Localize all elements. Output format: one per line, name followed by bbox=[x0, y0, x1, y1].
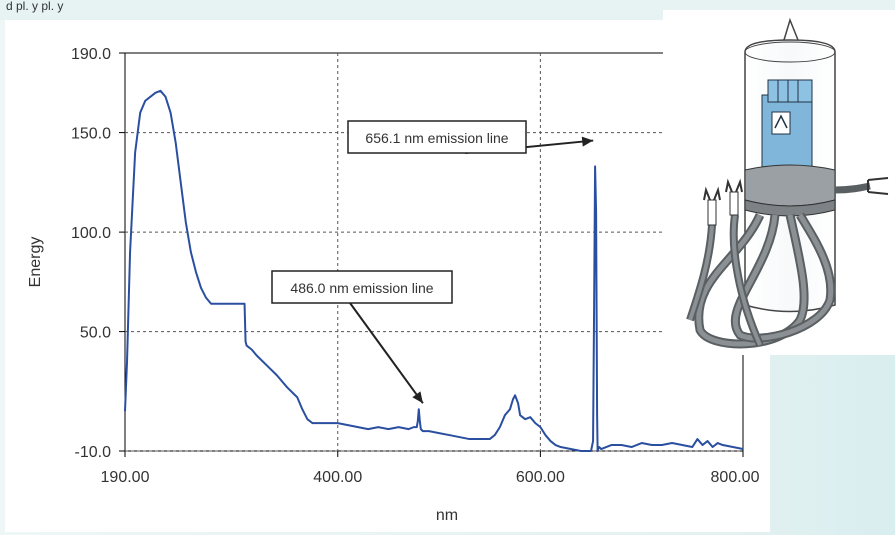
annotation-box-656 bbox=[347, 120, 527, 154]
x-tick-label: 600.00 bbox=[516, 469, 565, 486]
annotation-arrow-486 bbox=[349, 302, 424, 404]
y-axis: -10.0 50.0 100.0 150.0 190.0 bbox=[71, 46, 125, 461]
x-tick-label: 190.00 bbox=[101, 469, 150, 486]
x-axis: 190.00 400.00 600.00 800.00 bbox=[101, 451, 760, 486]
x-axis-label: nm bbox=[436, 507, 458, 524]
annotation-arrowhead-656 bbox=[581, 136, 594, 147]
y-tick-label: 50.0 bbox=[80, 325, 111, 342]
y-tick-label: -10.0 bbox=[75, 444, 112, 461]
annotation-486-text: 486.0 nm emission line bbox=[290, 280, 433, 296]
series-line-energy bbox=[124, 89, 744, 452]
annotation-656-text: 656.1 nm emission line bbox=[365, 130, 508, 146]
x-tick-label: 800.00 bbox=[711, 469, 760, 486]
x-tick-label: 400.00 bbox=[313, 469, 362, 486]
lamp-illustration bbox=[663, 10, 895, 355]
y-tick-label: 100.0 bbox=[71, 225, 111, 242]
y-tick-label: 190.0 bbox=[71, 46, 111, 63]
y-tick-label: 150.0 bbox=[71, 126, 111, 143]
y-axis-label: Energy bbox=[27, 237, 44, 288]
annotation-arrowhead-486 bbox=[412, 391, 423, 404]
top-strip-text: d pl. y pl. y bbox=[6, 0, 63, 13]
annotation-box-486 bbox=[271, 270, 453, 304]
